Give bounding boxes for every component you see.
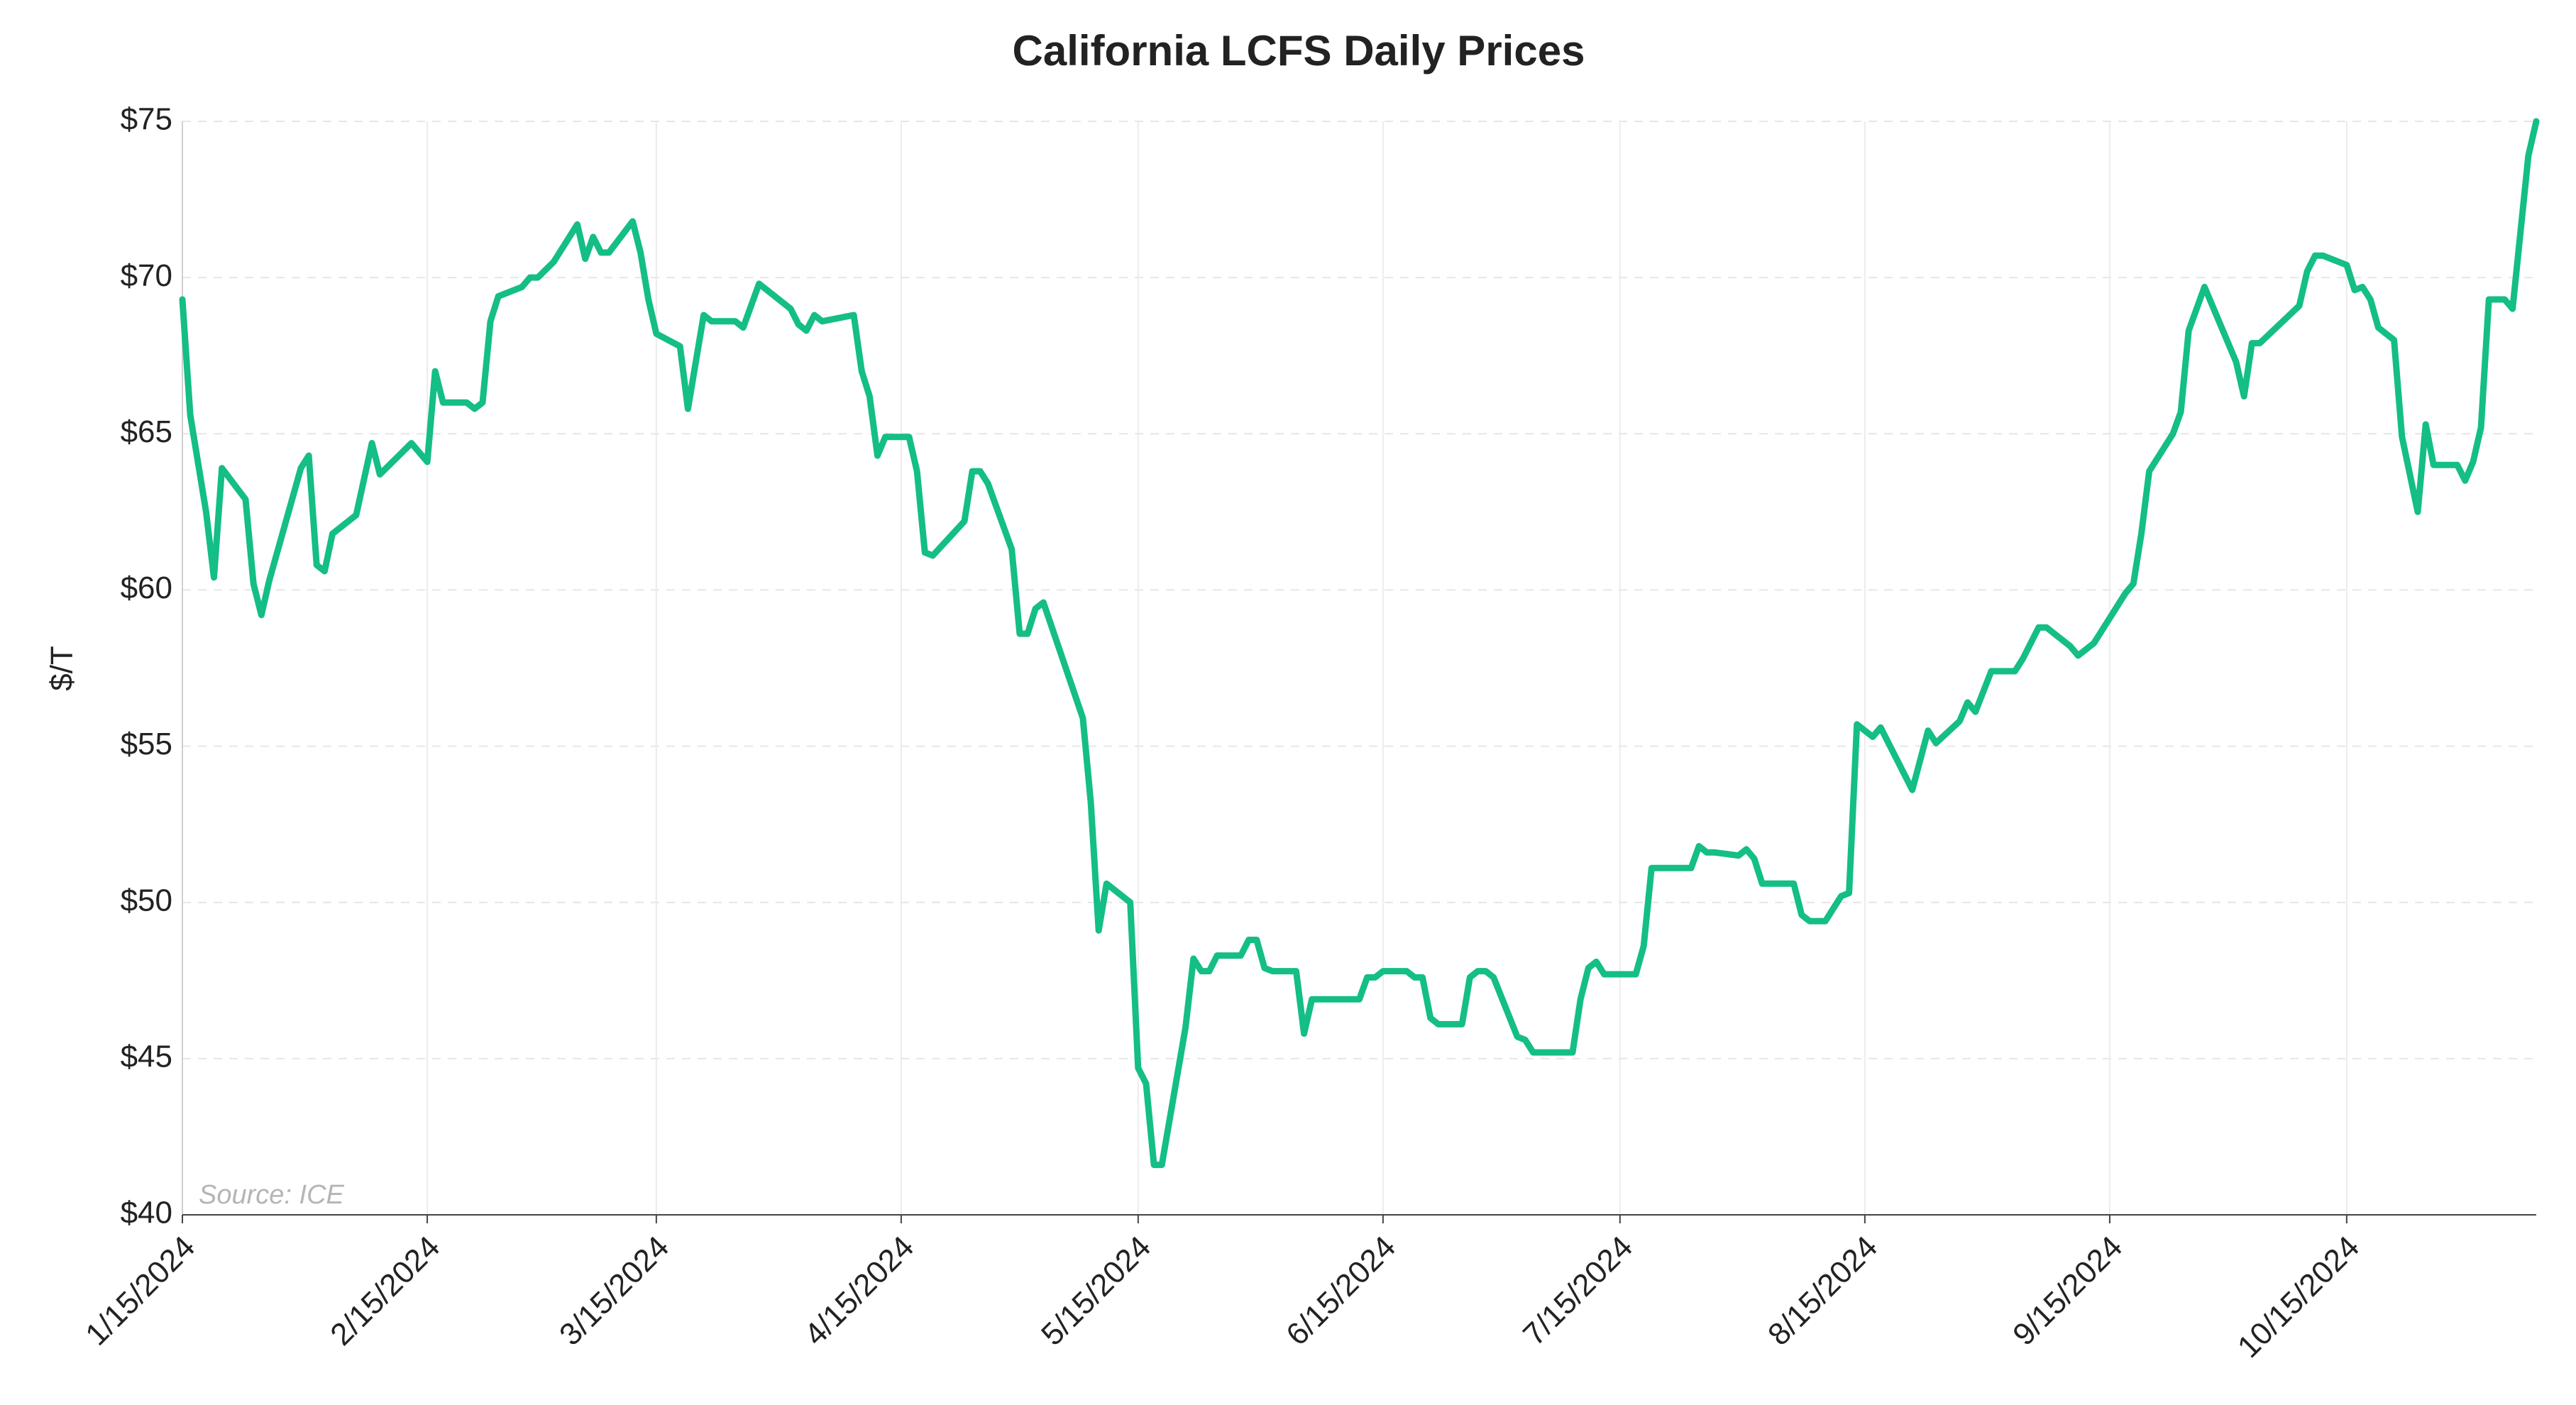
y-tick-label: $50 [121,883,172,918]
y-tick-label: $75 [121,102,172,137]
chart-title: California LCFS Daily Prices [1013,27,1585,75]
x-tick-label: 10/15/2024 [2231,1230,2366,1365]
x-tick-label: 2/15/2024 [324,1230,446,1352]
x-tick-label: 6/15/2024 [1279,1230,1402,1352]
x-tick-label: 7/15/2024 [1517,1230,1639,1352]
x-tick-label: 8/15/2024 [1761,1230,1884,1352]
y-tick-label: $40 [121,1196,172,1230]
x-tick-label: 4/15/2024 [798,1230,920,1352]
source-note: Source: ICE [199,1180,345,1210]
x-tick-label: 9/15/2024 [2006,1230,2129,1352]
y-tick-label: $60 [121,571,172,605]
x-tick-label: 1/15/2024 [79,1230,202,1352]
y-tick-label: $70 [121,258,172,293]
y-tick-label: $65 [121,414,172,449]
y-tick-label: $45 [121,1039,172,1074]
price-line [179,118,2540,1169]
y-axis-label: $/T [45,646,79,691]
y-tick-label: $55 [121,727,172,761]
x-tick-label: 3/15/2024 [553,1230,676,1352]
x-tick-label: 5/15/2024 [1035,1230,1157,1352]
